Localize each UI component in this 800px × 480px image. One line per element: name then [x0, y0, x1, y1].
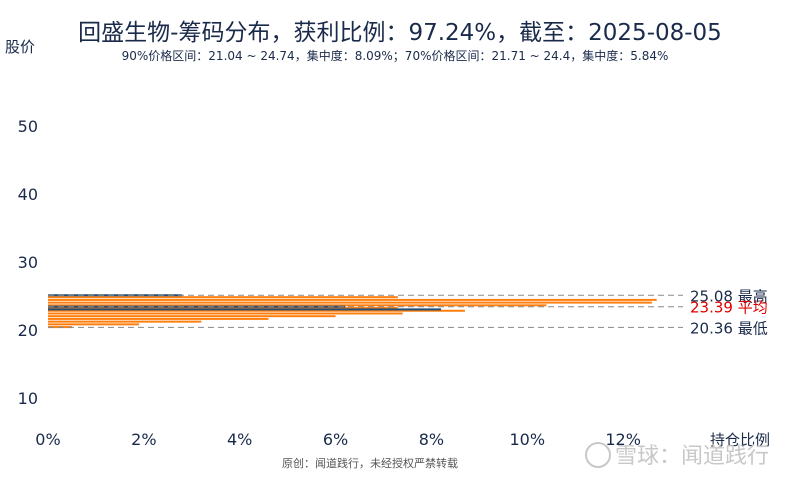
- watermark-text: 雪球：闻道践行: [615, 444, 769, 469]
- y-tick-label: 30: [18, 253, 38, 272]
- chip-bar: [48, 298, 657, 301]
- chip-bar: [48, 317, 269, 320]
- chip-bar-dark: [48, 294, 183, 297]
- footer-note: 原创：闻道践行，未经授权严禁转载: [282, 456, 458, 470]
- reference-label: 25.08 最高: [690, 287, 768, 305]
- chip-bar: [48, 320, 202, 323]
- chip-bar-dark: [48, 308, 441, 311]
- y-tick-label: 50: [18, 117, 38, 136]
- chip-bar: [48, 301, 652, 304]
- x-tick-label: 8%: [419, 430, 444, 449]
- chart-subtitle: 90%价格区间：21.04 ~ 24.74，集中度：8.09%；70%价格区间：…: [122, 48, 669, 63]
- watermark: 雪球：闻道践行: [585, 442, 769, 469]
- x-tick-label: 0%: [35, 430, 60, 449]
- x-tick-label: 2%: [131, 430, 156, 449]
- chip-bar: [48, 309, 465, 312]
- reference-label: 20.36 最低: [690, 319, 768, 337]
- chip-bar: [48, 312, 403, 315]
- chip-bar: [48, 323, 140, 326]
- chip-bar: [48, 315, 336, 318]
- chip-bar: [48, 296, 398, 299]
- snowball-logo-icon: [585, 442, 611, 468]
- x-axis-label: 持仓比例: [710, 431, 770, 449]
- chip-bar-dark: [48, 305, 346, 308]
- chip-bar: [48, 307, 398, 310]
- x-tick-label: 12%: [605, 430, 641, 449]
- chip-bar: [48, 304, 547, 307]
- y-axis-label: 股价: [5, 38, 35, 56]
- x-tick-label: 10%: [509, 430, 545, 449]
- x-tick-label: 4%: [227, 430, 252, 449]
- reference-label: 23.39 平均: [690, 299, 768, 317]
- y-tick-label: 10: [18, 389, 38, 408]
- x-tick-label: 6%: [323, 430, 348, 449]
- plot-area: 10 20 30 40 50 0% 2% 4% 6% 8% 10% 12% 25.08 最高23.39 …: [18, 117, 768, 449]
- y-tick-label: 20: [18, 321, 38, 340]
- y-tick-label: 40: [18, 185, 38, 204]
- chart-title: 回盛生物-筹码分布，获利比例：97.24%，截至：2025-08-05: [78, 20, 722, 46]
